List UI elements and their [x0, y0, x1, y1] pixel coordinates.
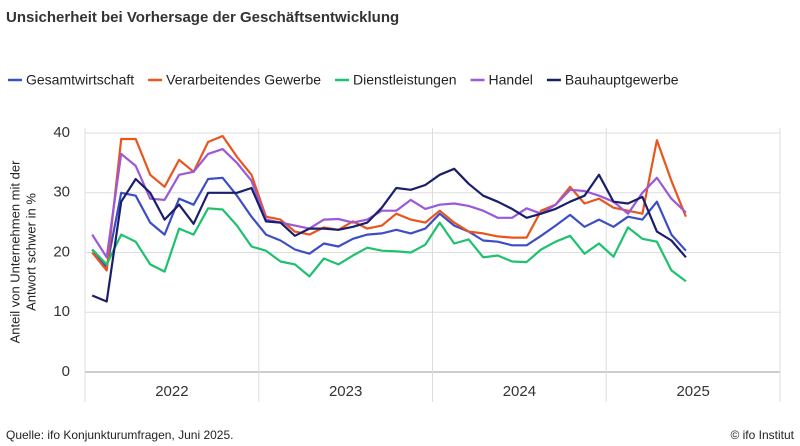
y-tick-label: 0: [62, 363, 70, 380]
series-line: [91, 167, 687, 303]
legend-item: Verarbeitendes Gewerbe: [148, 72, 321, 88]
credit: © ifo Institut: [730, 428, 794, 442]
legend-label: Handel: [489, 72, 533, 88]
chart-title: Unsicherheit bei Vorhersage der Geschäft…: [6, 9, 399, 26]
legend-item: Gesamtwirtschaft: [8, 72, 134, 88]
source: Quelle: ifo Konjunkturumfragen, Juni 202…: [6, 428, 233, 442]
y-tick-label: 40: [53, 124, 70, 141]
series-line: [91, 134, 687, 272]
legend-label: Verarbeitendes Gewerbe: [166, 72, 321, 88]
legend-label: Gesamtwirtschaft: [26, 72, 134, 88]
y-axis-label: Anteil von Unternehmen mit der Antwort s…: [7, 160, 38, 343]
y-tick-label: 30: [53, 184, 70, 201]
y-label-line: Antwort schwer in %: [23, 193, 38, 311]
series-line: [91, 176, 687, 269]
x-tick-label: 2023: [329, 383, 362, 400]
legend-label: Bauhauptgewerbe: [565, 72, 679, 88]
y-label-line: Anteil von Unternehmen mit der: [7, 160, 22, 343]
y-tick-label: 10: [53, 303, 70, 320]
y-tick-label: 20: [53, 243, 70, 260]
legend-item: Handel: [470, 72, 533, 88]
series-line: [91, 207, 687, 283]
series-line: [91, 148, 687, 259]
x-tick-label: 2025: [676, 383, 709, 400]
x-tick-label: 2022: [155, 383, 188, 400]
legend-item: Bauhauptgewerbe: [546, 72, 679, 88]
legend-item: Dienstleistungen: [335, 72, 457, 88]
x-tick-label: 2024: [503, 383, 536, 400]
legend-label: Dienstleistungen: [353, 72, 457, 88]
